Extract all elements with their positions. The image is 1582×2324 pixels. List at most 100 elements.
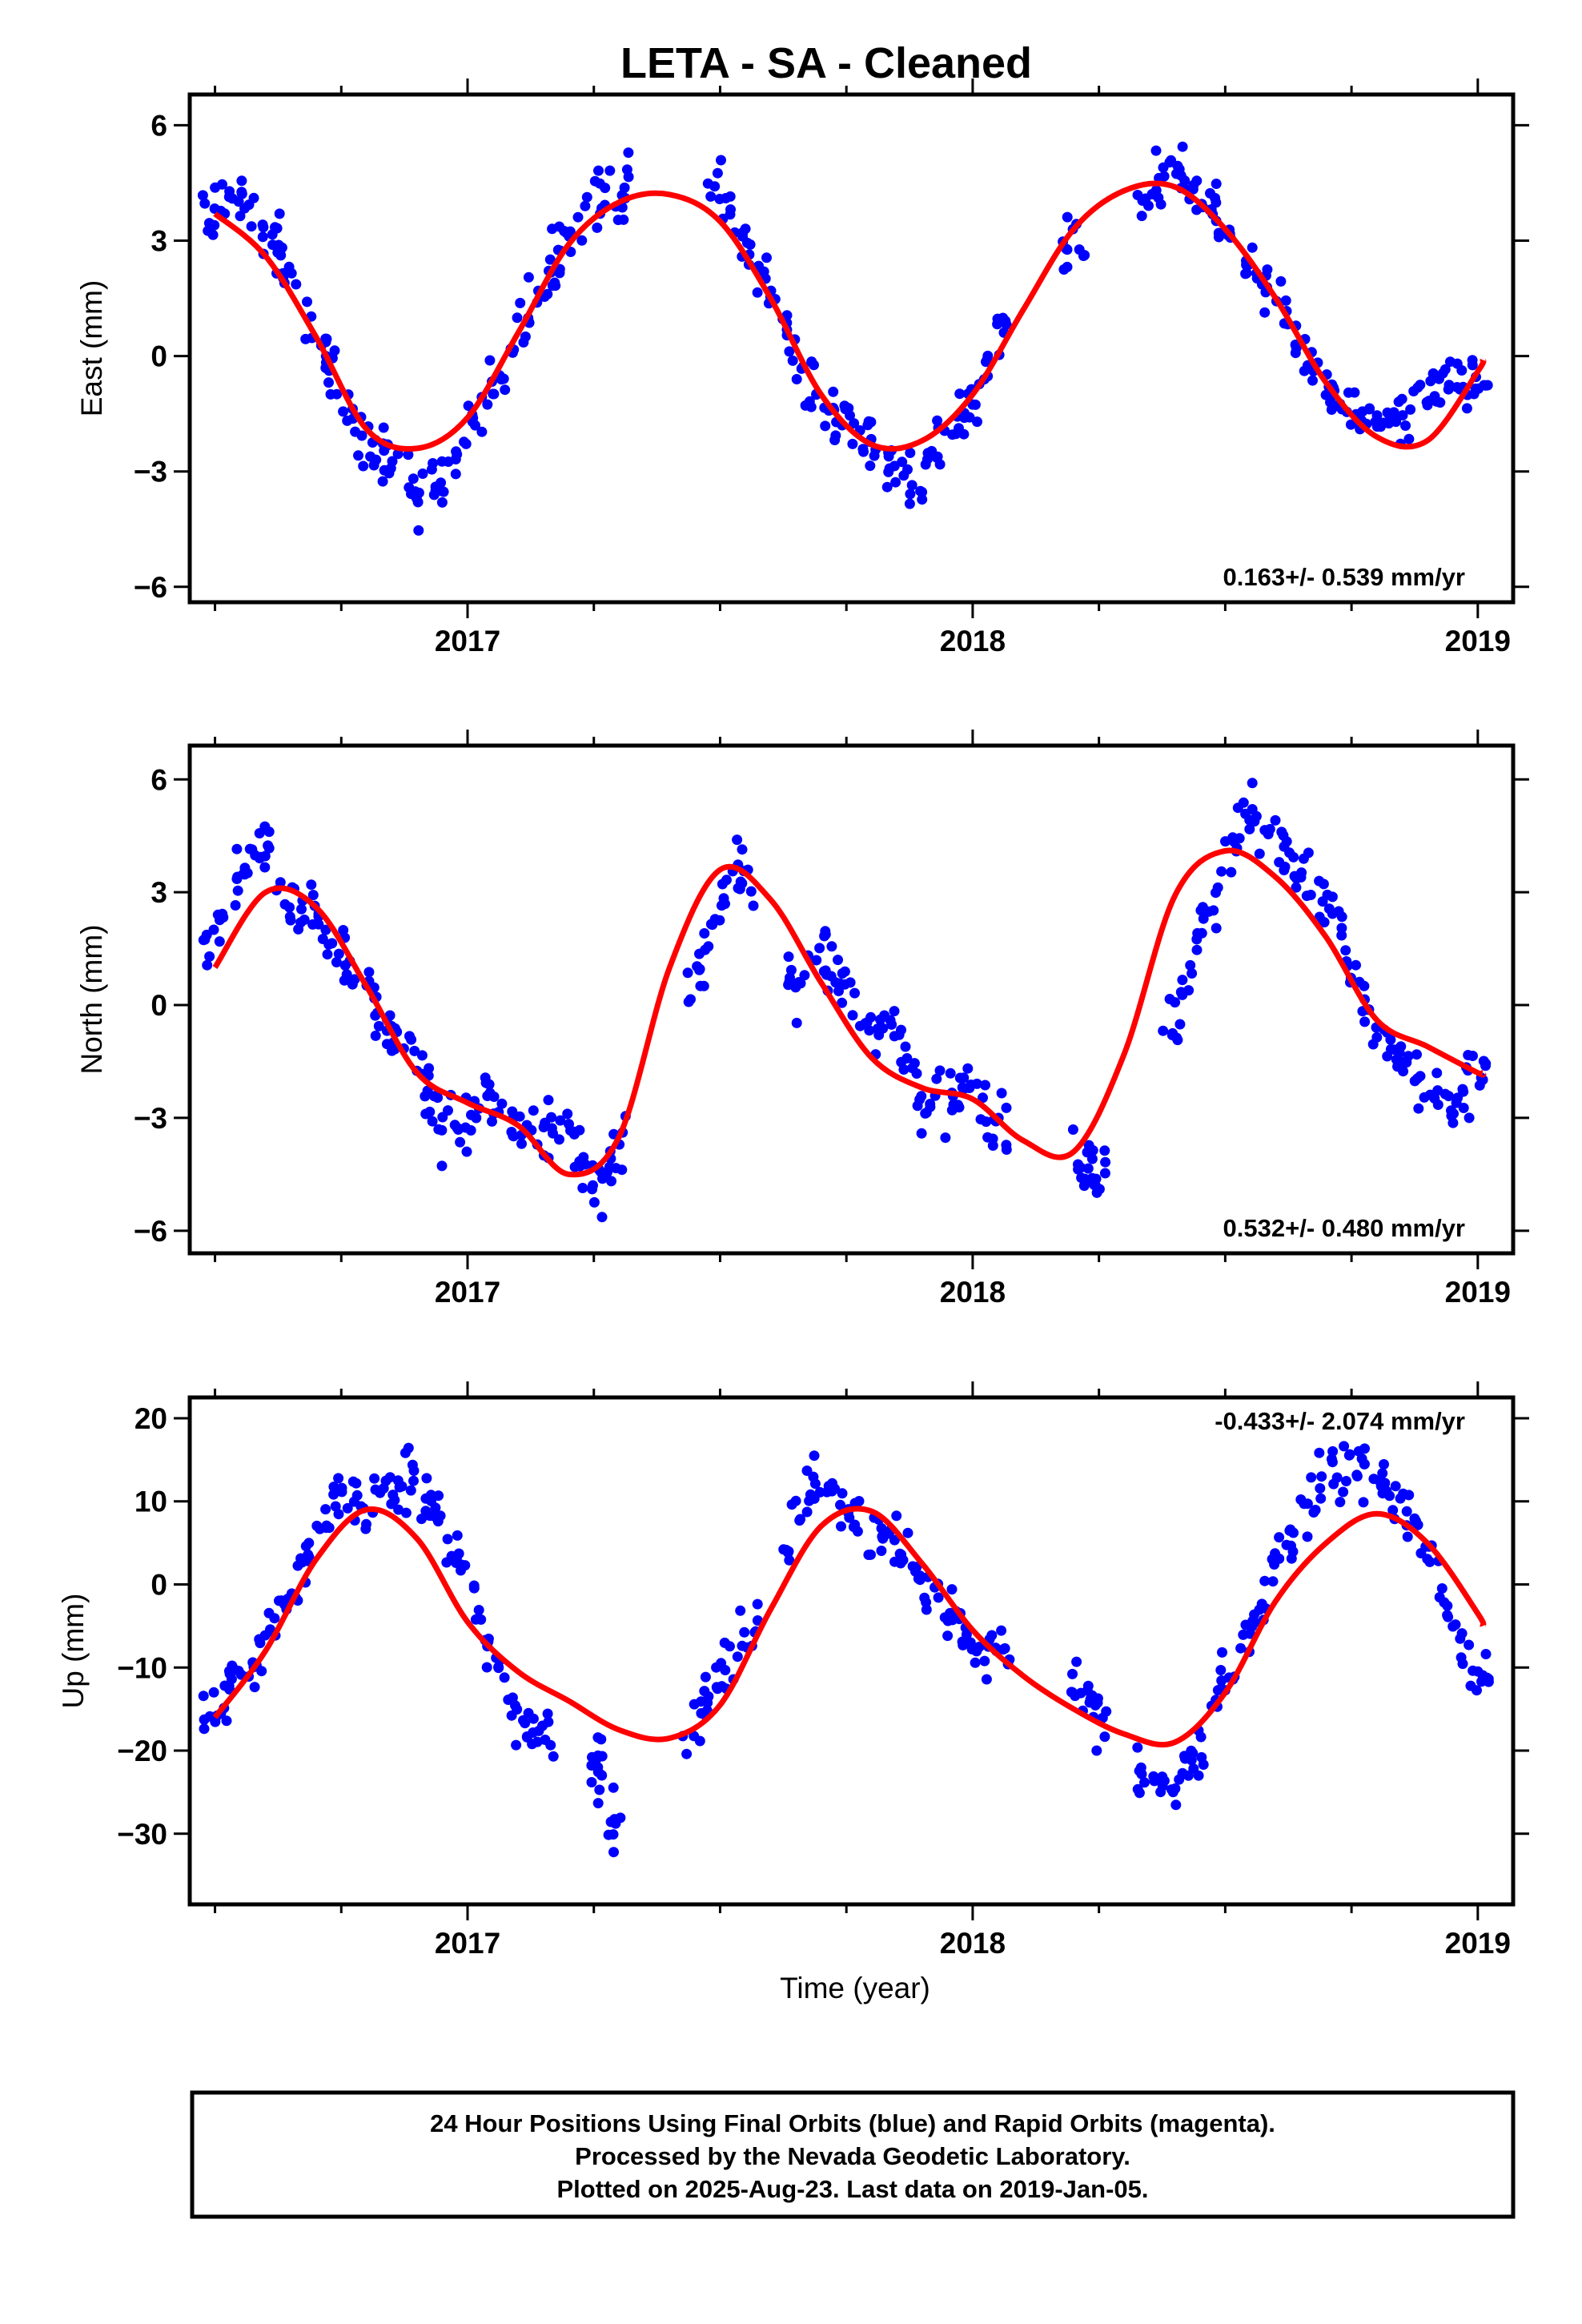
data-point [320, 1504, 331, 1515]
data-point [349, 974, 360, 985]
data-point [921, 1597, 932, 1608]
data-point [962, 1063, 974, 1074]
data-point [424, 1063, 435, 1074]
data-point [197, 190, 208, 201]
data-point [1244, 823, 1255, 834]
data-point [1100, 1156, 1111, 1168]
data-point [1322, 889, 1333, 900]
data-point [450, 454, 461, 464]
data-point [914, 1094, 926, 1105]
data-point [1401, 1506, 1412, 1517]
data-point [1251, 810, 1262, 822]
data-point [1402, 1531, 1413, 1542]
data-point [351, 1490, 363, 1501]
data-point [1166, 1784, 1177, 1795]
plot-frame-north [187, 743, 1516, 1256]
data-point [199, 1723, 210, 1735]
data-point [889, 1006, 900, 1017]
data-point [320, 333, 331, 344]
data-point [592, 1767, 604, 1778]
data-point [1371, 1031, 1383, 1043]
data-point [1215, 1665, 1227, 1675]
data-point [863, 416, 874, 427]
data-point [790, 1495, 801, 1506]
data-point [986, 1630, 998, 1641]
data-point [338, 925, 349, 935]
data-point [313, 919, 324, 930]
data-point [544, 254, 556, 265]
data-point [350, 426, 361, 437]
data-point [342, 1502, 353, 1514]
data-point [450, 468, 461, 480]
data-point [430, 1502, 441, 1514]
data-point [451, 446, 462, 457]
data-point [896, 1024, 906, 1035]
data-point [621, 164, 632, 175]
y-tick-label: −6 [134, 571, 167, 604]
data-point [1437, 368, 1448, 379]
data-point [202, 959, 213, 971]
data-point [303, 1538, 315, 1549]
data-point [380, 1475, 391, 1486]
data-point [1351, 959, 1361, 971]
data-point [1315, 1493, 1327, 1504]
data-point [255, 1638, 266, 1649]
data-point [265, 1624, 275, 1635]
data-point [784, 346, 795, 357]
data-point [358, 460, 369, 472]
data-point [826, 941, 837, 952]
data-point [323, 377, 334, 388]
data-point [959, 412, 970, 424]
data-point [393, 1504, 404, 1515]
data-point [1136, 1768, 1147, 1779]
data-point [998, 1644, 1009, 1655]
data-point [619, 182, 630, 193]
data-point [964, 1083, 975, 1093]
footer-line-2: Processed by the Nevada Geodetic Laborat… [575, 2142, 1130, 2170]
data-point [1290, 340, 1301, 350]
data-point [1480, 1649, 1492, 1659]
data-point [302, 296, 312, 308]
data-point [503, 1695, 514, 1705]
data-point [1247, 242, 1258, 253]
data-point [572, 211, 584, 223]
data-point [594, 1784, 605, 1795]
data-point [511, 1739, 522, 1751]
y-tick-label: 6 [151, 763, 167, 796]
data-point [296, 903, 307, 915]
x-tick-label: 2017 [435, 1276, 500, 1309]
data-point [1183, 985, 1195, 996]
data-point [608, 1847, 619, 1858]
data-point [1210, 192, 1221, 203]
data-point [1308, 1507, 1319, 1518]
data-point [716, 900, 727, 911]
data-point [1403, 433, 1415, 444]
data-point [1254, 848, 1265, 859]
data-point [331, 957, 342, 967]
data-point [1296, 867, 1307, 879]
data-point [1291, 882, 1302, 893]
data-point [843, 403, 854, 414]
data-point [1448, 1108, 1459, 1120]
data-point [594, 178, 605, 189]
y-tick-label: 20 [135, 1402, 167, 1435]
data-point [275, 245, 286, 256]
data-point [809, 1450, 820, 1462]
data-point [424, 1106, 436, 1117]
data-point [615, 1812, 626, 1823]
data-point [1444, 356, 1456, 368]
data-point [1452, 1092, 1464, 1104]
data-point [1216, 1675, 1227, 1686]
data-point [438, 486, 449, 497]
data-point [436, 456, 448, 467]
data-point [954, 388, 966, 400]
data-point [409, 489, 420, 501]
data-point [1280, 295, 1291, 306]
data-point [236, 175, 247, 187]
data-point [787, 355, 798, 366]
data-point [242, 867, 253, 879]
data-point [1340, 945, 1351, 956]
data-point [214, 915, 225, 926]
data-point [484, 1088, 496, 1099]
data-point [1468, 1665, 1479, 1676]
